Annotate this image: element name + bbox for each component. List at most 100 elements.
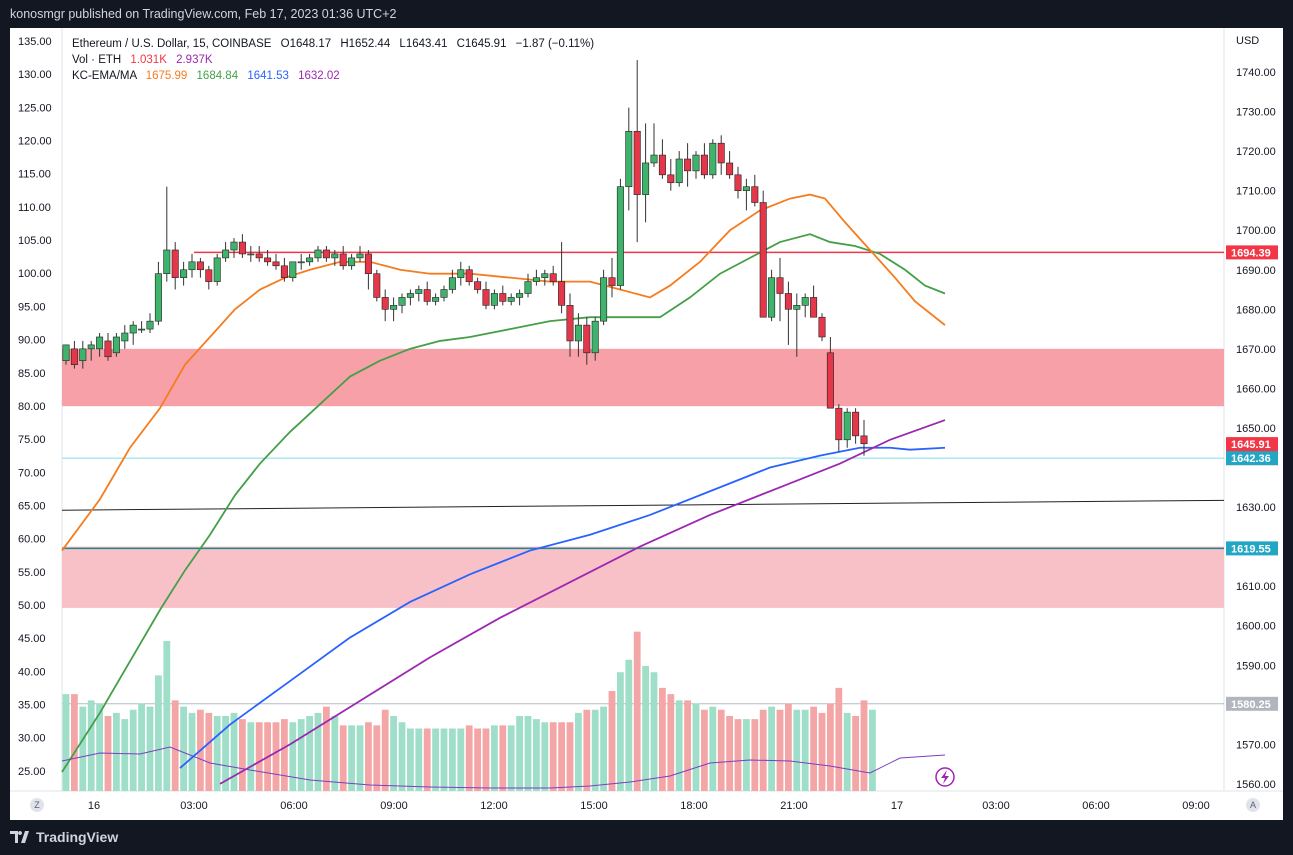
volume-bar: [365, 722, 372, 791]
candle-body: [709, 142, 717, 176]
candle-body: [793, 305, 801, 310]
left-axis-tick: 135.00: [18, 36, 52, 48]
left-axis-tick: 75.00: [18, 434, 46, 446]
candle-body: [591, 320, 599, 354]
volume-bar: [785, 703, 792, 791]
candle-body: [87, 344, 95, 350]
candle-body: [835, 407, 843, 441]
volume-bar: [591, 709, 599, 791]
price-badge: [1226, 451, 1278, 466]
publisher-header: konosmgr published on TradingView.com, F…: [10, 7, 397, 21]
tradingview-brand: TradingView: [36, 829, 119, 845]
volume-bar: [239, 719, 246, 791]
volume-bar: [415, 728, 423, 791]
zoom-reset-corner[interactable]: Z: [30, 798, 44, 812]
candle-body: [104, 340, 112, 358]
kc-label: KC-EMA/MA: [72, 70, 137, 82]
kc-value-2: 1684.84: [196, 70, 239, 82]
left-axis-tick: 35.00: [18, 700, 46, 712]
candle-body: [339, 253, 347, 267]
candle-body: [272, 261, 280, 267]
candle-body: [448, 277, 456, 290]
candle-body: [860, 435, 868, 445]
time-axis-tick: 18:00: [680, 800, 708, 812]
kc-value-1: 1675.99: [145, 70, 188, 82]
volume-bar: [549, 722, 557, 791]
candle-body: [348, 257, 356, 267]
volume-bar: [516, 716, 523, 791]
volume-bar: [843, 712, 851, 791]
price-chart-svg[interactable]: USD1740.001730.001720.001710.001700.0016…: [10, 28, 1283, 820]
right-axis-tick: 1730.00: [1236, 107, 1276, 119]
price-badge-text: 1619.55: [1231, 543, 1271, 555]
candle-body: [112, 336, 120, 354]
auto-scale-corner[interactable]: A: [1246, 798, 1260, 812]
volume-bar: [642, 666, 649, 791]
volume-bar: [71, 694, 78, 791]
candle-body: [759, 202, 767, 318]
time-axis-tick: 03:00: [982, 800, 1010, 812]
ema-orange-line: [61, 193, 946, 552]
price-badge-text: 1580.25: [1231, 699, 1271, 711]
volume-bar: [356, 725, 364, 791]
candle-body: [96, 336, 104, 350]
volume-bar: [432, 728, 439, 791]
volume-bar: [776, 709, 784, 791]
candle-body: [373, 273, 381, 298]
right-axis-tick: 1680.00: [1236, 304, 1276, 316]
time-axis-tick: 16: [88, 800, 100, 812]
volume-bar: [222, 716, 229, 791]
volume-bar: [801, 709, 809, 791]
candle-body: [255, 253, 263, 259]
volume-bar: [272, 722, 280, 791]
price-badge: [1226, 696, 1278, 711]
volume-bar: [827, 703, 834, 791]
volume-bar: [113, 712, 120, 791]
volume-bar: [398, 722, 406, 791]
volume-bar: [323, 706, 330, 791]
volume-bar: [600, 706, 607, 791]
kc-value-3: 1641.53: [247, 70, 289, 82]
left-axis-tick: 130.00: [18, 69, 52, 81]
left-axis-tick: 100.00: [18, 268, 52, 280]
left-axis-tick: 80.00: [18, 401, 46, 413]
left-axis-tick: 95.00: [18, 301, 46, 313]
volume-bar: [306, 716, 313, 791]
volume-bar: [474, 728, 481, 791]
left-axis-tick: 85.00: [18, 368, 46, 380]
tradingview-logo-icon: [10, 831, 29, 843]
tradingview-logo[interactable]: TradingView: [10, 829, 118, 845]
candle-body: [650, 154, 658, 164]
chart-frame[interactable]: USD 1740.00 1730.00 1720.00 1710.00 1700.00 16…: [10, 28, 1283, 820]
volume-bar: [171, 700, 179, 791]
candle-body: [541, 273, 549, 278]
low-value: L1643.41: [399, 38, 448, 50]
candle-body: [532, 277, 540, 282]
candle-body: [658, 154, 666, 176]
right-axis-tick: 1570.00: [1236, 739, 1276, 751]
candle-body: [146, 320, 154, 330]
volume-bar: [465, 725, 473, 791]
time-axis-tick: 12:00: [480, 800, 508, 812]
left-axis-tick: 120.00: [18, 136, 52, 148]
candle-body: [280, 265, 288, 278]
candle-body: [784, 293, 792, 310]
volume-bar: [869, 709, 876, 791]
volume-bar: [734, 719, 742, 791]
trend-line: [61, 499, 1225, 511]
volume-bar: [339, 725, 347, 791]
volume-bar: [533, 719, 540, 791]
volume-bar: [726, 716, 733, 791]
legend-volume-row: Vol · ETH 1.031K 2.937K: [72, 52, 594, 68]
candle-body: [810, 297, 818, 318]
candle-body: [121, 332, 129, 342]
resistance-zone: [62, 348, 1224, 407]
volume-ma-line: [61, 746, 946, 789]
candle-body: [751, 186, 759, 203]
volume-bar: [684, 700, 691, 791]
volume-bar: [717, 709, 725, 791]
volume-bar: [213, 716, 221, 791]
candle-body: [264, 257, 272, 263]
time-axis-tick: 06:00: [1082, 800, 1110, 812]
volume-bar: [297, 719, 305, 791]
